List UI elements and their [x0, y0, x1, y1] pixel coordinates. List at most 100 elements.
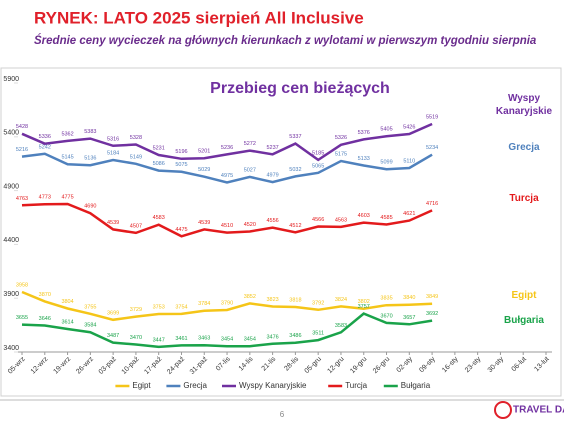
- data-label: 3476: [266, 334, 278, 340]
- series-line: [21, 290, 433, 322]
- legend-label: Grecja: [183, 381, 207, 390]
- data-label: 4556: [266, 218, 278, 224]
- data-label: 3657: [403, 315, 415, 321]
- series-line: [21, 152, 433, 184]
- y-tick-label: 5400: [3, 130, 19, 137]
- x-tick-label: 10-paź: [121, 355, 141, 375]
- data-label: 5196: [175, 149, 187, 155]
- data-label: 3463: [198, 336, 210, 342]
- data-label: 5362: [61, 131, 73, 137]
- data-label: 4520: [244, 222, 256, 228]
- x-tick-label: 31-paź: [189, 355, 209, 375]
- data-label: 5383: [84, 129, 96, 135]
- legend-label: Egipt: [132, 381, 151, 390]
- data-label: 4763: [16, 196, 28, 202]
- data-label: 5110: [403, 158, 415, 164]
- data-label: 4773: [39, 195, 51, 201]
- x-tick-label: 09-sty: [418, 355, 437, 374]
- series-label: Bułgaria: [504, 315, 544, 326]
- x-tick-label: 21-lis: [261, 355, 278, 372]
- data-label: 3699: [107, 310, 119, 316]
- data-label: 3646: [39, 316, 51, 322]
- series-label: Egipt: [512, 290, 538, 301]
- data-label: 5145: [61, 155, 73, 161]
- series-line: [21, 312, 433, 349]
- data-label: 5075: [175, 162, 187, 168]
- data-label: 3753: [153, 304, 165, 310]
- data-label: 4621: [403, 211, 415, 217]
- data-label: 5272: [244, 141, 256, 147]
- data-label: 3511: [312, 331, 324, 337]
- data-label: 5237: [266, 145, 278, 151]
- data-label: 4583: [153, 215, 165, 221]
- data-label: 4603: [358, 213, 370, 219]
- x-tick-label: 14-lis: [238, 355, 255, 372]
- data-label: 4690: [84, 204, 96, 210]
- data-label: 5184: [107, 150, 119, 156]
- data-label: 5216: [16, 147, 28, 153]
- data-label: 3470: [130, 335, 142, 341]
- series-label: Wyspy Kanaryjskie: [496, 93, 553, 117]
- data-label: 3584: [84, 323, 96, 329]
- data-label: 5316: [107, 136, 119, 142]
- chart-frame: [0, 67, 562, 397]
- data-label: 5405: [380, 127, 392, 133]
- data-label: 5099: [380, 160, 392, 166]
- data-label: 3487: [107, 333, 119, 339]
- data-label: 4716: [426, 201, 438, 207]
- data-label: 3486: [289, 333, 301, 339]
- y-tick-label: 5900: [3, 76, 19, 83]
- x-tick-label: 28-lis: [283, 355, 300, 372]
- data-label: 3849: [426, 294, 438, 300]
- data-label: 3852: [244, 294, 256, 300]
- x-tick-label: 05-wrz: [7, 355, 27, 375]
- data-label: 4566: [312, 217, 324, 223]
- data-label: 3802: [358, 299, 370, 305]
- data-label: 5328: [130, 135, 142, 141]
- data-label: 5242: [39, 144, 51, 150]
- data-label: 5136: [84, 156, 96, 162]
- logo: TRAVEL DATA: [513, 405, 564, 416]
- data-label: 5133: [358, 156, 370, 162]
- data-label: 3583: [335, 323, 347, 329]
- x-tick-label: 03-paź: [98, 355, 118, 375]
- data-label: 3729: [130, 307, 142, 313]
- data-label: 3757: [358, 304, 370, 310]
- slide-title: RYNEK: LATO 2025 sierpień All Inclusive: [34, 8, 364, 27]
- data-label: 4539: [198, 220, 210, 226]
- data-label: 4510: [221, 223, 233, 229]
- data-label: 3655: [16, 315, 28, 321]
- x-tick-label: 13-lut: [533, 356, 550, 373]
- data-label: 3784: [198, 301, 210, 307]
- data-label: 5175: [335, 151, 347, 157]
- data-label: 3454: [221, 337, 233, 343]
- data-label: 3461: [175, 336, 187, 342]
- data-label: 5185: [312, 150, 324, 156]
- x-tick-label: 19-wrz: [52, 355, 72, 375]
- data-label: 4585: [380, 215, 392, 221]
- data-label: 5029: [198, 167, 210, 173]
- data-label: 3870: [39, 292, 51, 298]
- logo-icon: [494, 401, 512, 419]
- data-label: 4563: [335, 217, 347, 223]
- x-tick-label: 26-wrz: [75, 355, 95, 375]
- data-label: 5519: [426, 114, 438, 120]
- x-tick-label: 30-sty: [487, 355, 506, 374]
- series-label: Turcja: [509, 193, 539, 204]
- data-label: 3958: [16, 282, 28, 288]
- data-label: 3804: [61, 299, 73, 305]
- page-number: 6: [280, 410, 285, 419]
- x-tick-label: 24-paź: [166, 355, 186, 375]
- data-label: 3835: [380, 296, 392, 302]
- data-label: 5376: [358, 130, 370, 136]
- legend-label: Turcja: [345, 381, 367, 390]
- data-label: 3755: [84, 304, 96, 310]
- x-tick-label: 26-gru: [372, 356, 391, 375]
- data-label: 4539: [107, 220, 119, 226]
- x-tick-label: 05-gru: [304, 356, 323, 375]
- data-label: 3840: [403, 295, 415, 301]
- data-label: 5426: [403, 124, 415, 130]
- data-label: 5428: [16, 124, 28, 130]
